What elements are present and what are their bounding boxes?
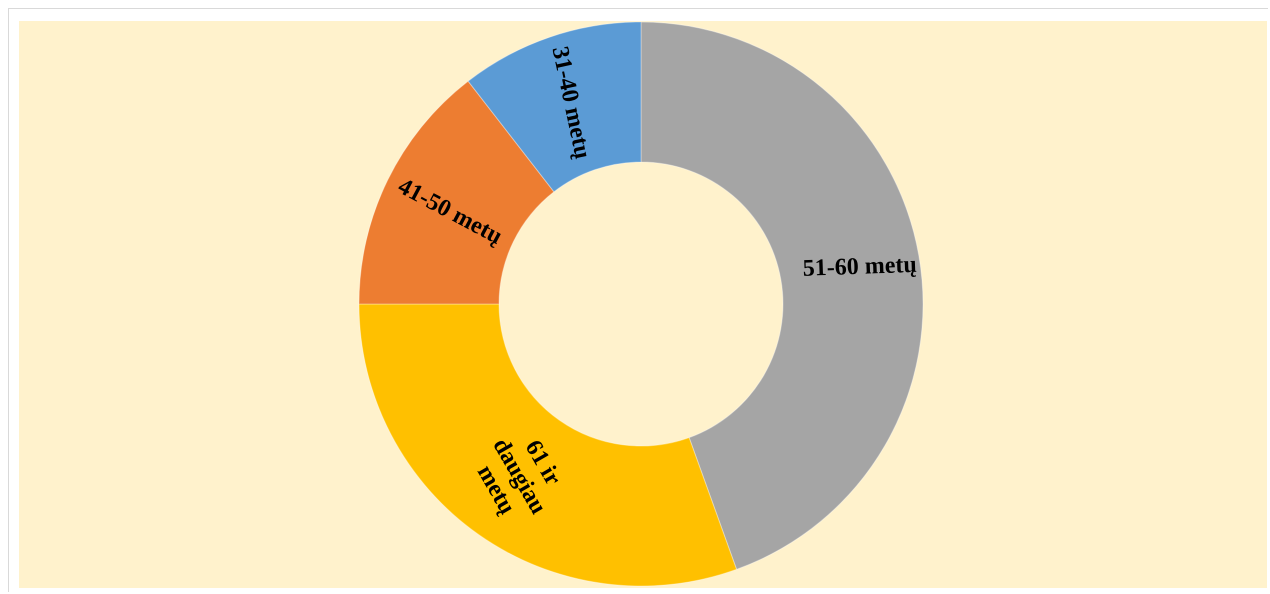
donut-slice-1 xyxy=(358,303,738,587)
donut-slice-2 xyxy=(358,80,555,305)
chart-plot-area: 51-60 metų 61 irdaugiaumetų 41-50 metų 31-4… xyxy=(19,21,1267,588)
slice-label-0: 51-60 metų xyxy=(802,252,917,282)
donut-slices xyxy=(358,21,924,587)
chart-frame xyxy=(8,8,1268,592)
slice-label-1: 61 irdaugiaumetų xyxy=(464,420,575,532)
donut-slice-3 xyxy=(467,21,642,193)
donut-slice-0 xyxy=(640,21,924,570)
slice-label-line: 51-60 metų xyxy=(802,252,917,282)
